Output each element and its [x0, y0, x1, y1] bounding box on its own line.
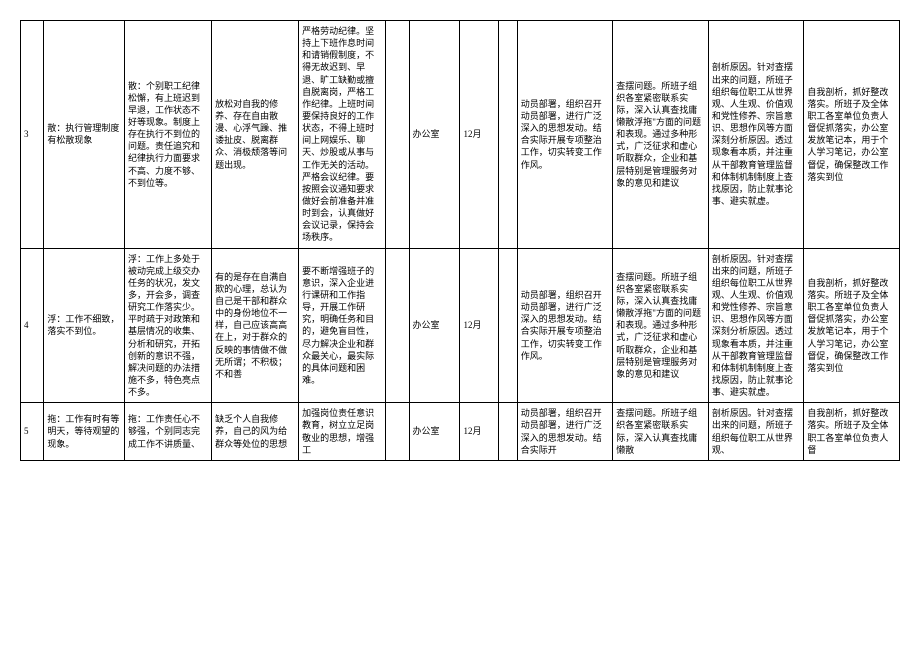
- cell-title: 散：执行管理制度有松散现象: [44, 21, 125, 249]
- cell-c2: 散：个别职工纪律松懈，有上班迟到早退，工作状态不好等现象。制度上存在执行不到位的…: [125, 21, 212, 249]
- cell-c10: 剖析原因。针对查摆出来的问题，所班子组织每位职工从世界观、人生观、价值观和党性修…: [708, 21, 804, 249]
- cell-c9: 查摆问题。所班子组织各室紧密联系实际，深入认真查找庸懒散: [613, 403, 709, 461]
- cell-idx: 4: [21, 248, 44, 403]
- cell-title: 拖：工作有时有等明天，等待观望的现象。: [44, 403, 125, 461]
- cell-c9: 查摆问题。所班子组织各室紧密联系实际，深入认真查找庸懒散浮拖"方面的问题和表现。…: [613, 248, 709, 403]
- cell-c10: 剖析原因。针对查摆出来的问题，所班子组织每位职工从世界观、人生观、价值观和党性修…: [708, 248, 804, 403]
- cell-idx: 5: [21, 403, 44, 461]
- cell-c2: 浮：工作上多处于被动完成上级交办任务的状况，发文多，开会多，调查研究工作落实少。…: [125, 248, 212, 403]
- document-table-wrap: 3 散：执行管理制度有松散现象 散：个别职工纪律松懈，有上班迟到早退，工作状态不…: [20, 20, 900, 461]
- cell-empty: [498, 248, 517, 403]
- cell-empty: [498, 403, 517, 461]
- cell-c11: 自我剖析，抓好整改落实。所班子及全体职工各室单位负责人督促抓落实，办公室发放笔记…: [804, 21, 900, 249]
- cell-dept: 办公室: [409, 403, 460, 461]
- cell-gap: [386, 403, 409, 461]
- cell-c10: 剖析原因。针对查摆出来的问题，所班子组织每位职工从世界观、: [708, 403, 804, 461]
- cell-c3: 有的是存在自满自欺的心理，总认为自己是干部和群众中的身份地位不一样，自己应该高高…: [212, 248, 299, 403]
- cell-month: 12月: [460, 403, 498, 461]
- rectification-table: 3 散：执行管理制度有松散现象 散：个别职工纪律松懈，有上班迟到早退，工作状态不…: [20, 20, 900, 461]
- cell-c8: 动员部署，组织召开动员部署，进行广泛深入的思想发动。结合实际开展专项整治工作，切…: [517, 21, 613, 249]
- table-row: 5 拖：工作有时有等明天，等待观望的现象。 拖：工作责任心不够强，个别同志完成工…: [21, 403, 900, 461]
- cell-idx: 3: [21, 21, 44, 249]
- cell-gap: [386, 248, 409, 403]
- cell-c11: 自我剖析，抓好整改落实。所班子及全体职工各室单位负责人督促抓落实，办公室发放笔记…: [804, 248, 900, 403]
- cell-dept: 办公室: [409, 248, 460, 403]
- cell-dept: 办公室: [409, 21, 460, 249]
- cell-c3: 缺乏个人自我修养，自己的风为给群众等处位的思想: [212, 403, 299, 461]
- table-row: 3 散：执行管理制度有松散现象 散：个别职工纪律松懈，有上班迟到早退，工作状态不…: [21, 21, 900, 249]
- cell-c8: 动员部署，组织召开动员部署，进行广泛深入的思想发动。结合实际开展专项整治工作，切…: [517, 248, 613, 403]
- cell-c8: 动员部署，组织召开动员部署，进行广泛深入的思想发动。结合实际开: [517, 403, 613, 461]
- cell-title: 浮：工作不细致，落实不到位。: [44, 248, 125, 403]
- cell-gap: [386, 21, 409, 249]
- cell-c4: 加强岗位责任意识教育，树立立足岗敬业的思想，增强工: [299, 403, 386, 461]
- cell-c4: 要不断增强班子的意识，深入企业进行课研和工作指导，开展工作研究，明确任务和目的，…: [299, 248, 386, 403]
- cell-month: 12月: [460, 248, 498, 403]
- table-body: 3 散：执行管理制度有松散现象 散：个别职工纪律松懈，有上班迟到早退，工作状态不…: [21, 21, 900, 461]
- cell-c4: 严格劳动纪律。坚持上下班作息时间和请销假制度，不得无故迟到、早退、旷工缺勤或擅自…: [299, 21, 386, 249]
- cell-c11: 自我剖析，抓好整改落实。所班子及全体职工各室单位负责人督: [804, 403, 900, 461]
- table-row: 4 浮：工作不细致，落实不到位。 浮：工作上多处于被动完成上级交办任务的状况，发…: [21, 248, 900, 403]
- cell-c9: 查摆问题。所班子组织各室紧密联系实际，深入认真查找庸懒散浮拖"方面的问题和表现。…: [613, 21, 709, 249]
- cell-month: 12月: [460, 21, 498, 249]
- cell-c2: 拖：工作责任心不够强，个别同志完成工作不讲质量、: [125, 403, 212, 461]
- cell-c3: 放松对自我的修养、存在自由散漫、心浮气躁、推诿扯皮、脱离群众、消极颓落等问题出现…: [212, 21, 299, 249]
- cell-empty: [498, 21, 517, 249]
